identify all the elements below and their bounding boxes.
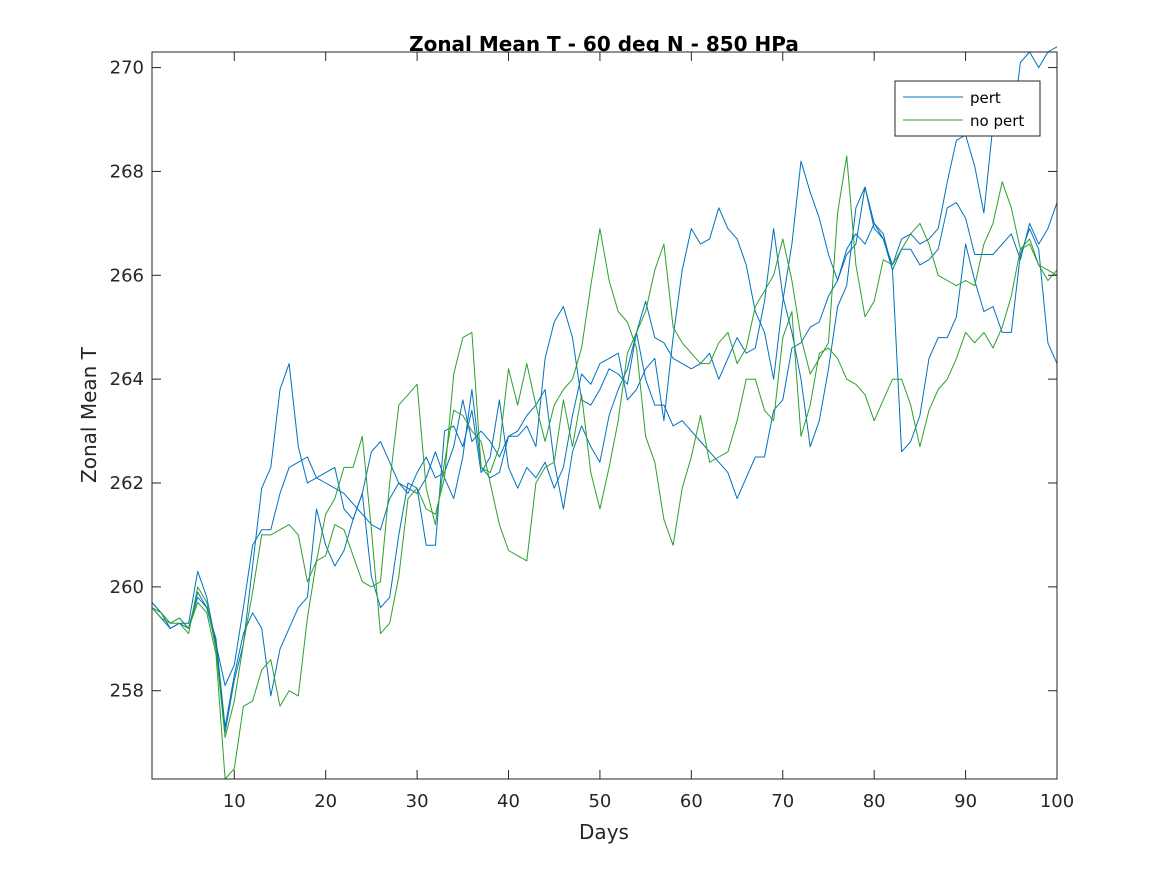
y-axis-ticks: 258 260 262 264 266 268 270 bbox=[110, 58, 1057, 702]
x-tick-label: 100 bbox=[1040, 791, 1074, 812]
y-tick-label: 264 bbox=[110, 369, 144, 390]
x-tick-label: 20 bbox=[314, 791, 337, 812]
y-tick-label: 258 bbox=[110, 681, 144, 702]
y-tick-label: 260 bbox=[110, 577, 144, 598]
axes-box bbox=[151, 51, 1058, 780]
series-line-2 bbox=[151, 46, 1058, 728]
x-tick-label: 10 bbox=[223, 791, 246, 812]
y-axis-label: Zonal Mean T bbox=[77, 346, 101, 483]
series-group bbox=[151, 46, 1058, 780]
x-tick-label: 30 bbox=[406, 791, 429, 812]
x-axis-ticks: 10 20 30 40 50 60 70 80 90 100 bbox=[223, 52, 1074, 812]
series-line-3 bbox=[151, 186, 1058, 733]
y-tick-label: 268 bbox=[110, 161, 144, 182]
series-line-1 bbox=[151, 186, 1058, 686]
y-tick-label: 266 bbox=[110, 265, 144, 286]
plot-area: 10 20 30 40 50 60 70 80 90 100 258 260 262 264 266 268… bbox=[110, 46, 1074, 812]
legend-box bbox=[894, 80, 1041, 137]
x-tick-label: 90 bbox=[954, 791, 977, 812]
legend-label-no-pert: no pert bbox=[970, 112, 1024, 130]
x-tick-label: 80 bbox=[863, 791, 886, 812]
series-line-5 bbox=[151, 155, 1058, 780]
x-tick-label: 40 bbox=[497, 791, 520, 812]
series-line-4 bbox=[151, 228, 1058, 738]
x-axis-label: Days bbox=[579, 820, 629, 844]
y-tick-label: 270 bbox=[110, 58, 144, 79]
axes-frame bbox=[151, 51, 1058, 780]
legend-label-pert: pert bbox=[970, 89, 1001, 107]
x-tick-label: 60 bbox=[680, 791, 703, 812]
legend: pert no pert bbox=[894, 80, 1041, 137]
x-tick-label: 50 bbox=[588, 791, 611, 812]
y-tick-label: 262 bbox=[110, 473, 144, 494]
x-tick-label: 70 bbox=[771, 791, 794, 812]
